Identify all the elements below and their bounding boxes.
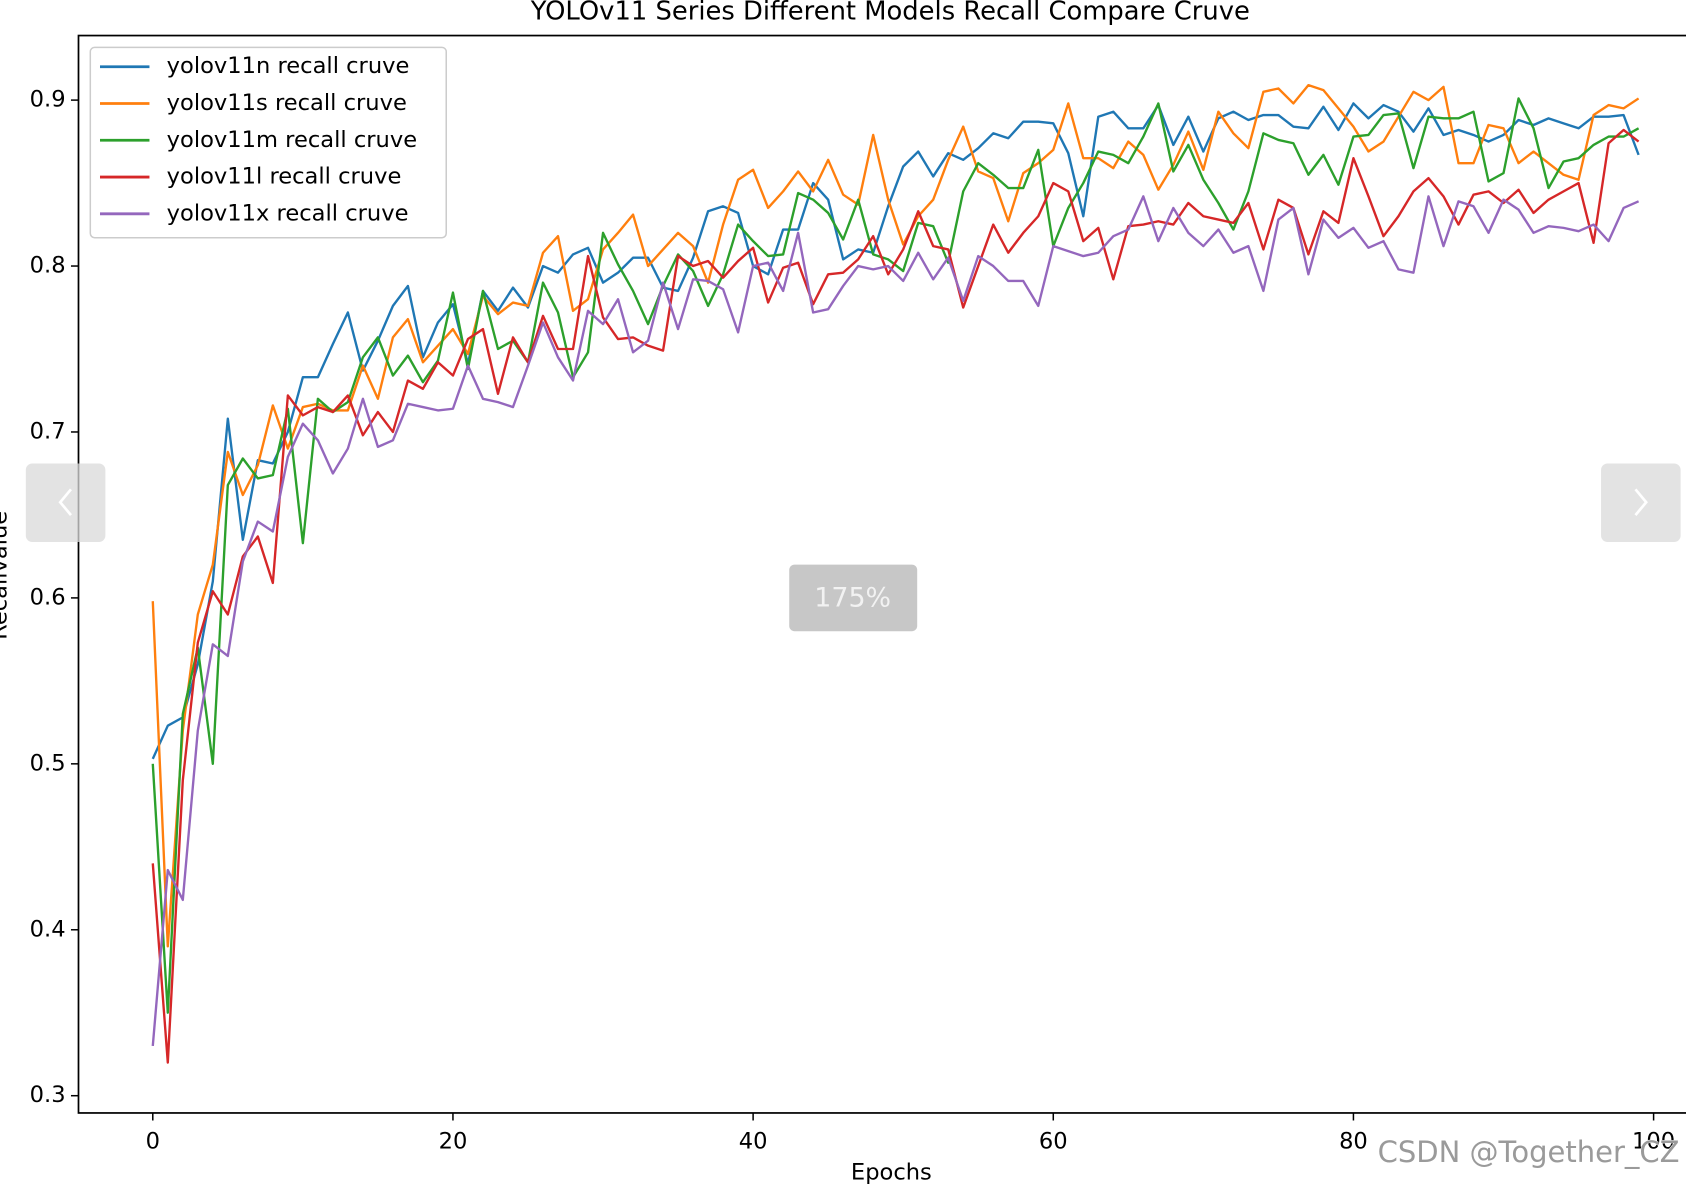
- y-tick-label: 0.6: [30, 584, 66, 610]
- overlay: 175% CSDN @Together_CZ: [25, 463, 1681, 1169]
- x-axis-label: Epochs: [851, 1160, 932, 1184]
- y-axis-label: Recallvalue: [0, 511, 12, 640]
- next-icon: [1634, 488, 1648, 516]
- x-tick-label: 40: [739, 1128, 768, 1154]
- legend-label: yolov11m recall cruve: [167, 127, 417, 153]
- y-tick-label: 0.5: [30, 750, 66, 776]
- legend-label: yolov11l recall cruve: [167, 164, 402, 190]
- next-button[interactable]: [1601, 463, 1681, 543]
- series-line: [151, 97, 1640, 1014]
- zoom-indicator: [789, 564, 918, 632]
- x-tick-label: 80: [1339, 1128, 1368, 1154]
- x-tick-label: 0: [146, 1128, 160, 1154]
- chart-title: YOLOv11 Series Different Models Recall C…: [530, 0, 1250, 26]
- legend-label: yolov11n recall cruve: [167, 53, 410, 79]
- plot-area: 0 20 40 60 80 100 0.3 0.4 0.5 0.6 0.7 0.8 0.9: [30, 83, 1675, 1154]
- y-tick-label: 0.7: [30, 418, 66, 444]
- y-tick-label: 0.9: [30, 87, 66, 113]
- watermark: CSDN @Together_CZ: [1378, 1135, 1680, 1169]
- zoom-text: 175%: [814, 582, 891, 613]
- y-tick-label: 0.8: [30, 253, 66, 279]
- prev-icon: [58, 488, 72, 516]
- legend: yolov11n recall cruve yolov11s recall cru…: [89, 46, 447, 239]
- series-line: [151, 195, 1640, 1047]
- prev-button[interactable]: [25, 463, 106, 543]
- x-tick-label: 20: [439, 1128, 468, 1154]
- series-line: [151, 102, 1640, 760]
- legend-box: [89, 46, 447, 239]
- legend-label: yolov11x recall cruve: [167, 200, 409, 226]
- y-tick-label: 0.3: [30, 1082, 66, 1108]
- x-tick-label: 60: [1039, 1128, 1068, 1154]
- series-line: [151, 128, 1640, 1064]
- y-tick-label: 0.4: [30, 916, 66, 942]
- axes-frame: [77, 34, 1686, 1114]
- legend-label: yolov11s recall cruve: [167, 90, 407, 116]
- series-line: [151, 83, 1640, 948]
- x-tick-label: 100: [1632, 1128, 1675, 1154]
